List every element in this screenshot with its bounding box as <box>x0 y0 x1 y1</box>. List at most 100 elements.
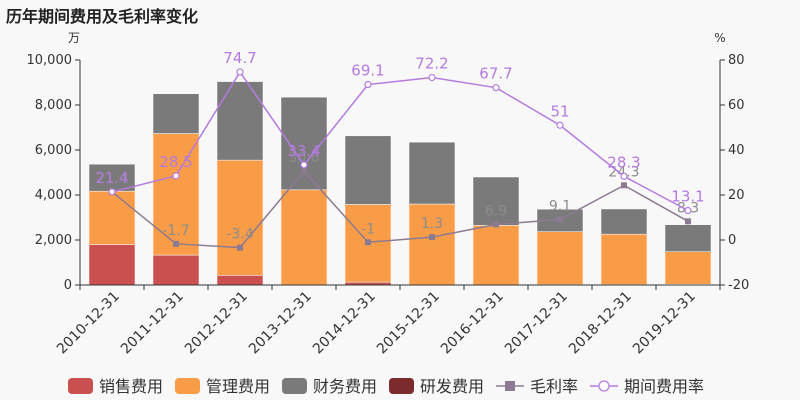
bar-segment <box>472 225 520 286</box>
x-tick-label: 2015-12-31 <box>374 289 443 358</box>
bar-segment <box>600 233 648 285</box>
left-tick-label: 4,000 <box>35 188 72 203</box>
bar-segment <box>88 190 136 245</box>
data-label: 67.7 <box>479 65 512 83</box>
line-series: 21.4-1.7-3.430.6-11.36.99.124.38.321.428… <box>95 49 705 251</box>
data-label: 33.4 <box>287 142 320 160</box>
legend-label[interactable]: 期间费用率 <box>624 377 704 396</box>
legend-label[interactable]: 研发费用 <box>420 377 484 396</box>
x-tick-label: 2013-12-31 <box>246 289 315 358</box>
data-point <box>621 182 627 189</box>
series-line <box>111 70 689 212</box>
data-label: -1 <box>361 221 375 237</box>
data-point <box>236 68 244 76</box>
chart-title: 历年期间费用及毛利率变化 <box>6 7 199 26</box>
data-label: 9.1 <box>549 199 571 215</box>
left-tick-label: 2,000 <box>35 233 72 248</box>
legend-swatch <box>389 378 414 394</box>
right-tick-label: 40 <box>728 143 745 158</box>
right-tick-label: 60 <box>728 98 745 113</box>
legend-label[interactable]: 管理费用 <box>206 377 270 396</box>
x-tick-label: 2019-12-31 <box>630 289 699 358</box>
data-point <box>237 244 243 251</box>
bar-segment <box>600 208 648 235</box>
data-label: 51 <box>550 102 569 120</box>
bar-segment <box>280 189 328 286</box>
bar-segment <box>664 224 712 252</box>
x-tick-label: 2018-12-31 <box>566 289 635 358</box>
bar-segment <box>216 275 264 286</box>
data-label: 21.4 <box>95 169 128 187</box>
legend-label[interactable]: 销售费用 <box>99 377 163 396</box>
x-tick-label: 2012-12-31 <box>182 289 251 358</box>
x-tick-label: 2014-12-31 <box>310 289 379 358</box>
data-label: 13.1 <box>671 188 704 206</box>
data-point <box>364 80 372 89</box>
data-label: 24.3 <box>608 164 639 180</box>
legend-swatch <box>175 378 200 394</box>
legend-swatch <box>68 378 93 394</box>
right-tick-label: 80 <box>728 53 745 68</box>
x-axis: 2010-12-312011-12-312012-12-312013-12-31… <box>54 284 721 358</box>
data-label: 21.4 <box>96 171 127 187</box>
legend-label[interactable]: 财务费用 <box>313 377 377 396</box>
data-point <box>429 234 435 241</box>
data-point <box>493 221 499 228</box>
right-tick-label: 20 <box>728 188 745 203</box>
bar-segment <box>344 135 392 205</box>
x-tick-label: 2017-12-31 <box>502 289 571 358</box>
data-point <box>557 216 563 223</box>
data-point <box>556 121 564 129</box>
x-tick-label: 2016-12-31 <box>438 289 507 358</box>
data-point <box>300 161 308 169</box>
left-axis: 0 2,000 4,000 6,000 8,000 10,000 万 <box>27 31 81 293</box>
data-label: 74.7 <box>223 49 256 67</box>
data-label: 28.5 <box>159 153 192 171</box>
legend[interactable]: 销售费用 管理费用 财务费用 研发费用 毛利率 期间费用率 <box>68 377 704 396</box>
data-label: 28.3 <box>607 153 640 171</box>
bar-segment <box>88 163 136 192</box>
data-point <box>684 206 692 215</box>
data-label: 69.1 <box>351 62 384 80</box>
right-axis: -20 0 20 40 60 80% <box>714 31 749 293</box>
data-label: -1.7 <box>162 223 189 239</box>
data-point <box>620 172 628 180</box>
legend-swatch <box>282 378 307 394</box>
data-label: -3.4 <box>226 227 253 243</box>
left-tick-label: 0 <box>64 278 72 293</box>
left-tick-label: 10,000 <box>27 53 73 68</box>
right-tick-label: 0 <box>728 233 736 248</box>
bar-segment <box>152 133 200 256</box>
data-point <box>492 84 500 92</box>
data-point <box>365 239 371 246</box>
bar-segment <box>216 159 264 276</box>
bar-segment <box>472 176 520 226</box>
bar-segment <box>664 251 712 285</box>
bar-segment <box>536 231 584 285</box>
right-tick-label: -20 <box>728 278 749 293</box>
left-tick-label: 8,000 <box>35 98 72 113</box>
legend-label[interactable]: 毛利率 <box>530 377 578 396</box>
bar-series <box>88 81 712 286</box>
data-label: 6.9 <box>485 203 507 219</box>
bar-segment <box>152 254 200 286</box>
legend-marker <box>598 380 610 392</box>
legend-marker <box>505 381 515 391</box>
bar-segment <box>216 81 264 161</box>
data-point <box>685 218 691 225</box>
data-point <box>301 168 307 175</box>
x-tick-label: 2010-12-31 <box>54 289 123 358</box>
left-axis-unit: 万 <box>68 31 80 45</box>
bar-segment <box>408 141 456 205</box>
data-label: 1.3 <box>421 216 443 232</box>
data-point <box>428 73 436 82</box>
series-line <box>111 170 689 249</box>
left-tick-label: 6,000 <box>35 143 72 158</box>
data-point <box>172 172 180 180</box>
data-point <box>108 188 116 196</box>
bar-segment <box>152 93 200 134</box>
right-axis-unit: % <box>714 31 725 45</box>
bar-segment <box>88 244 136 286</box>
data-point <box>173 240 179 247</box>
